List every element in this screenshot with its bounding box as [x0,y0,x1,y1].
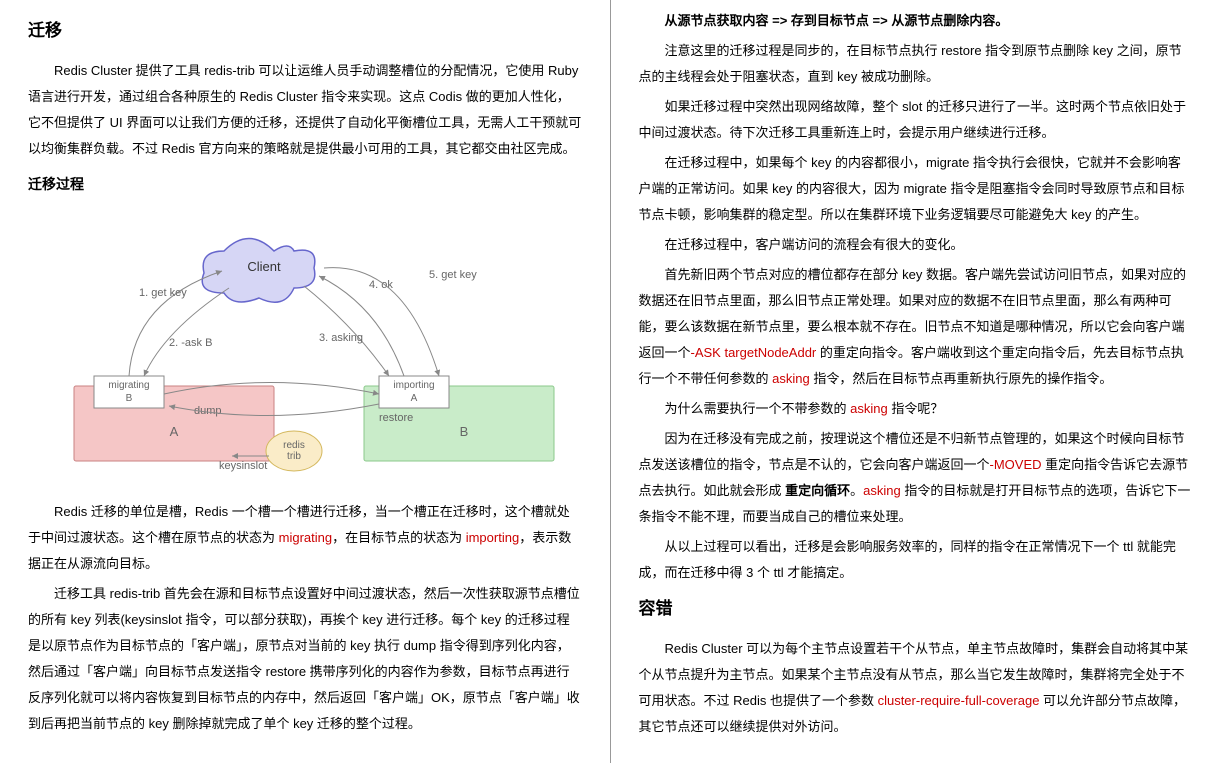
r-p9: Redis Cluster 可以为每个主节点设置若干个从节点，单主节点故障时，集… [639,636,1194,740]
r-p3: 在迁移过程中，如果每个 key 的内容都很小，migrate 指令执行会很快，它… [639,150,1194,228]
client-node: Client [202,239,315,303]
svg-text:redis: redis [283,440,305,451]
r-p8: 从以上过程可以看出，迁移是会影响服务效率的，同样的指令在正常情况下一个 ttl … [639,534,1194,586]
importing-label-2: A [411,393,418,404]
r-p7: 因为在迁移没有完成之前，按理说这个槽位还是不归新节点管理的，如果这个时候向目标节… [639,426,1194,530]
heading-process: 迁移过程 [28,170,582,198]
r-p6: 为什么需要执行一个不带参数的 asking 指令呢？ [639,396,1194,422]
importing-label-1: importing [393,380,434,391]
l5: 5. get key [429,269,477,281]
r-p2: 如果迁移过程中突然出现网络故障，整个 slot 的迁移只进行了一半。这时两个节点… [639,94,1194,146]
arrow-3 [304,286,389,376]
r-p1: 注意这里的迁移过程是同步的，在目标节点执行 restore 指令到原节点删除 k… [639,38,1194,90]
l1: 1. get key [139,287,187,299]
r-p4: 在迁移过程中，客户端访问的流程会有很大的变化。 [639,232,1194,258]
migrating-label-2: B [126,393,133,404]
l2: 2. -ask B [169,337,212,349]
right-column: 从源节点获取内容 => 存到目标节点 => 从源节点删除内容。 注意这里的迁移过… [611,0,1221,763]
arrow-2 [144,288,229,376]
client-label: Client [247,259,281,274]
keysinslot-label: keysinslot [219,460,267,472]
heading-migrate: 迁移 [28,14,582,48]
bold-flow: 从源节点获取内容 => 存到目标节点 => 从源节点删除内容。 [639,8,1194,34]
heading-fault: 容错 [639,592,1194,626]
r-p5: 首先新旧两个节点对应的槽位都存在部分 key 数据。客户端先尝试访问旧节点，如果… [639,262,1194,392]
restore-label: restore [379,412,413,424]
arrow-4 [319,276,404,376]
a-label: A [170,424,179,439]
migration-diagram: Client migrating B A dump importing A B … [44,216,564,476]
migrating-label-1: migrating [108,380,149,391]
svg-text:trib: trib [287,451,301,462]
b-label: B [460,424,469,439]
para-intro: Redis Cluster 提供了工具 redis-trib 可以让运维人员手动… [28,58,582,162]
para-tool: 迁移工具 redis-trib 首先会在源和目标节点设置好中间过渡状态，然后一次… [28,581,582,737]
para-unit: Redis 迁移的单位是槽，Redis 一个槽一个槽进行迁移，当一个槽正在迁移时… [28,499,582,577]
left-column: 迁移 Redis Cluster 提供了工具 redis-trib 可以让运维人… [0,0,611,763]
l3: 3. asking [319,332,363,344]
